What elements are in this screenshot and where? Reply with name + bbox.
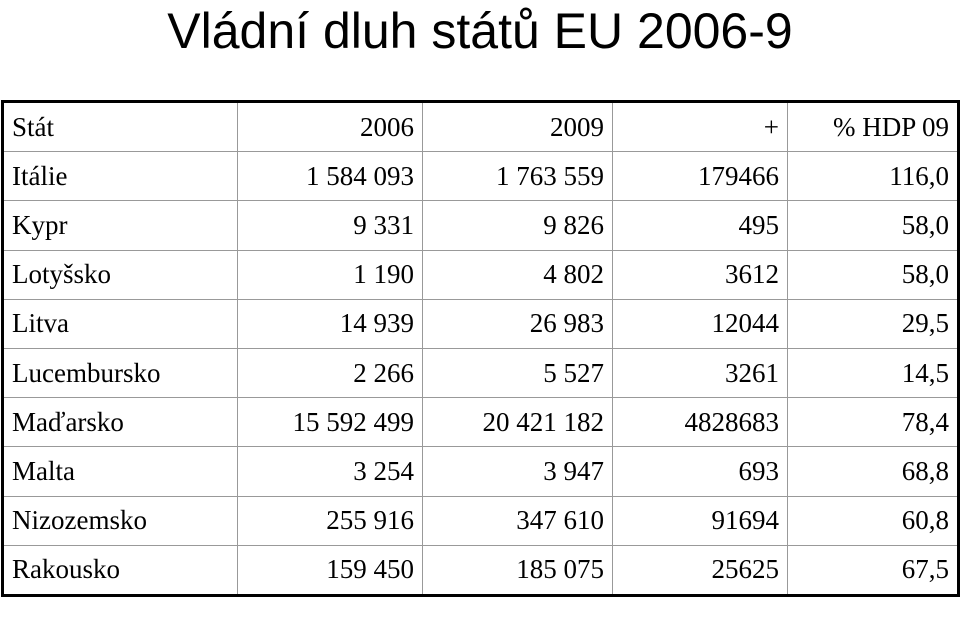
table-row: Maďarsko 15 592 499 20 421 182 4828683 78,4	[1, 397, 960, 448]
table-row: Lucembursko 2 266 5 527 3261 14,5	[1, 347, 960, 399]
table-row: Malta 3 254 3 947 693 68,8	[1, 446, 960, 497]
cell: 15 592 499	[237, 397, 423, 448]
table-row: Itálie 1 584 093 1 763 559 179466 116,0	[1, 151, 960, 202]
row-label: Malta	[1, 446, 238, 497]
cell: +	[612, 99, 788, 153]
cell: 68,8	[787, 446, 960, 497]
cell: 58,0	[787, 249, 960, 300]
cell: 3261	[612, 347, 788, 399]
cell: 2009	[422, 99, 613, 153]
table-body: Stát 2006 2009 +% HDP 09 Itálie 1 584 093 1 76…	[1, 99, 960, 597]
cell: 29,5	[787, 298, 960, 349]
cell: 20 421 182	[422, 397, 613, 448]
table-row: Rakousko 159 450 185 075 25625 67,5	[1, 544, 960, 597]
cell: 347 610	[422, 495, 613, 546]
title: Vládní dluh států EU 2006-9	[167, 3, 793, 59]
cell: 2006	[237, 99, 423, 153]
debt-table: Stát 2006 2009 +% HDP 09 Itálie 1 584 093 1 76…	[1, 99, 960, 597]
cell: 14,5	[787, 347, 960, 399]
table-row: Nizozemsko 255 916 347 610 91694 60,8	[1, 495, 960, 546]
cell: 3 947	[422, 446, 613, 497]
header-row: Stát 2006 2009 +% HDP 09	[1, 99, 960, 153]
cell: 255 916	[237, 495, 423, 546]
cell: 25625	[612, 544, 788, 597]
cell: 60,8	[787, 495, 960, 546]
row-label: Maďarsko	[1, 397, 238, 448]
row-label: Litva	[1, 298, 238, 349]
cell: 3 254	[237, 446, 423, 497]
cell: % HDP 09	[787, 99, 960, 153]
cell: 5 527	[422, 347, 613, 399]
row-label: Rakousko	[1, 544, 238, 597]
cell: 4 802	[422, 249, 613, 300]
row-label: Nizozemsko	[1, 495, 238, 546]
cell: 1 763 559	[422, 151, 613, 202]
table-row: Lotyšsko 1 190 4 802 3612 58,0	[1, 249, 960, 300]
cell: 4828683	[612, 397, 788, 448]
cell: 185 075	[422, 544, 613, 597]
cell: 116,0	[787, 151, 960, 202]
cell: 693	[612, 446, 788, 497]
cell: 26 983	[422, 298, 613, 349]
cell: 495	[612, 200, 788, 251]
row-label: Lucembursko	[1, 347, 238, 399]
cell: 12044	[612, 298, 788, 349]
cell: 1 190	[237, 249, 423, 300]
table-row: Litva 14 939 26 983 12044 29,5	[1, 298, 960, 349]
cell: 2 266	[237, 347, 423, 399]
cell: 159 450	[237, 544, 423, 597]
cell: 1 584 093	[237, 151, 423, 202]
table-row: Kypr 9 331 9 826 495 58,0	[1, 200, 960, 251]
row-label: Itálie	[1, 151, 238, 202]
cell: 3612	[612, 249, 788, 300]
cell: 14 939	[237, 298, 423, 349]
row-label: Lotyšsko	[1, 249, 238, 300]
cell: 179466	[612, 151, 788, 202]
cell: 91694	[612, 495, 788, 546]
cell: 9 331	[237, 200, 423, 251]
cell: 78,4	[787, 397, 960, 448]
row-label: Kypr	[1, 200, 238, 251]
cell: 58,0	[787, 200, 960, 251]
row-label: Stát	[1, 99, 238, 153]
cell: 67,5	[787, 544, 960, 597]
cell: 9 826	[422, 200, 613, 251]
